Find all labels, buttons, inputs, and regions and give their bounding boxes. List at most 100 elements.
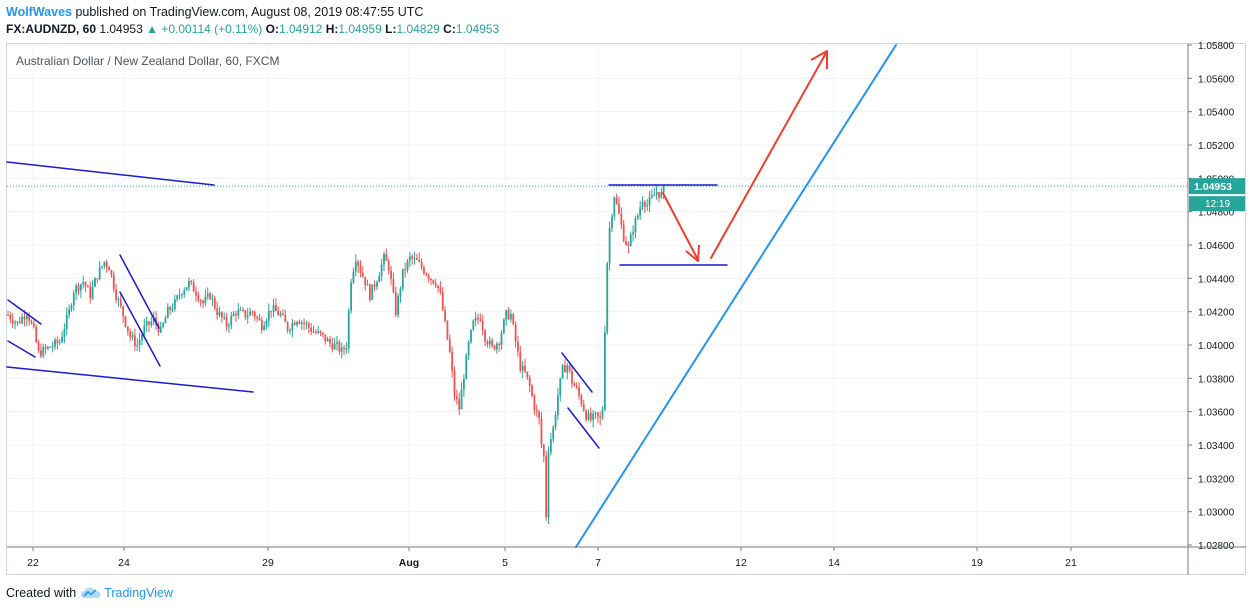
candle-body	[622, 224, 625, 242]
candle-body	[420, 261, 423, 268]
candle-body	[143, 325, 146, 335]
candle-body	[517, 341, 519, 352]
candle-body	[493, 345, 496, 350]
y-tick-label: 1.05600	[1198, 74, 1235, 85]
candle-body	[244, 310, 247, 318]
time-axis[interactable]: 22 24 29 Aug 5 7 12 14 19 21	[7, 546, 1246, 569]
up-arrow-head	[810, 50, 828, 69]
candle-body	[213, 298, 216, 309]
candle-body	[533, 395, 536, 411]
flag-line	[567, 407, 600, 449]
last-price-badge	[1189, 178, 1245, 195]
published-text: published on TradingView.com, August 08,…	[75, 5, 424, 19]
candle-body	[453, 371, 456, 397]
candle-body	[331, 343, 334, 350]
down-arrow-shaft	[662, 192, 698, 259]
candle-body	[564, 365, 566, 373]
candle-body	[117, 299, 120, 301]
candle-body	[87, 286, 89, 288]
y-tick-label: 1.04800	[1198, 208, 1235, 219]
candle-body	[159, 326, 162, 333]
candle-body	[448, 339, 451, 352]
candle-body	[260, 320, 263, 330]
y-tick-label: 1.03200	[1198, 474, 1235, 485]
candle-body	[359, 265, 362, 273]
candle-body	[42, 346, 45, 357]
brand-name: TradingView	[104, 586, 173, 600]
candle-body	[51, 346, 54, 348]
candle-body	[94, 278, 96, 287]
candle-body	[300, 322, 303, 324]
candle-body	[514, 324, 517, 342]
candle-body	[505, 310, 508, 320]
candle-body	[289, 330, 291, 332]
tradingview-logo[interactable]: TradingView	[80, 586, 173, 600]
candle-body	[72, 292, 75, 306]
candle-body	[129, 331, 132, 338]
candle-body	[267, 310, 270, 321]
candle-body	[169, 307, 172, 310]
x-tick-label: 14	[828, 557, 840, 569]
candle-body	[56, 339, 59, 344]
candle-body	[660, 192, 663, 198]
candle-body	[432, 279, 435, 284]
candle-body	[61, 336, 63, 343]
candle-body	[350, 282, 352, 311]
candle-body	[510, 314, 512, 320]
grid	[7, 44, 1188, 547]
author-link[interactable]: WolfWaves	[6, 5, 72, 19]
candle-body	[333, 343, 336, 350]
candle-body	[115, 289, 117, 300]
candle-body	[298, 321, 301, 324]
candle-body	[472, 320, 475, 330]
chart-frame[interactable]	[6, 43, 1246, 575]
candle-body	[188, 280, 190, 288]
candle-body	[293, 323, 296, 325]
candle-body	[235, 313, 237, 316]
candle-body	[216, 308, 219, 316]
candle-body	[437, 285, 439, 289]
candle-body	[40, 350, 42, 357]
candle-body	[658, 192, 660, 198]
price-axis[interactable]: 1.028001.030001.032001.034001.036001.038…	[1187, 41, 1245, 575]
candle-body	[408, 256, 411, 261]
candle-body	[336, 342, 338, 344]
candle-body	[643, 201, 646, 207]
candle-body	[338, 342, 341, 352]
candle-body	[528, 377, 531, 386]
candle-body	[641, 201, 644, 208]
candle-body	[314, 332, 317, 334]
candle-body	[136, 345, 139, 347]
candle-body	[305, 323, 308, 325]
candle-body	[14, 322, 16, 324]
candle-body	[629, 234, 632, 246]
candle-body	[343, 347, 345, 350]
candle-body	[49, 346, 52, 348]
candle-body	[416, 258, 418, 260]
flag-line	[561, 352, 593, 393]
candle-body	[32, 323, 35, 327]
flag-line	[119, 254, 160, 329]
candle-body	[620, 213, 623, 225]
candle-body	[253, 312, 256, 317]
candle-body	[277, 310, 280, 316]
candle-body	[192, 282, 195, 292]
candle-body	[164, 318, 167, 324]
candle-body	[606, 263, 609, 333]
ascending-trend-line	[575, 44, 897, 548]
candle-body	[112, 274, 115, 290]
candle-body	[9, 315, 12, 320]
candle-body	[242, 309, 244, 311]
candle-body	[35, 326, 38, 343]
candle-body	[387, 260, 390, 271]
candle-body	[82, 282, 85, 285]
candle-body	[608, 228, 611, 264]
candle-body	[251, 311, 254, 313]
candle-body	[195, 291, 197, 296]
candle-body	[542, 444, 545, 457]
candle-body	[430, 278, 432, 280]
candle-body	[30, 321, 33, 324]
candle-body	[79, 284, 82, 291]
candle-body	[223, 317, 226, 319]
